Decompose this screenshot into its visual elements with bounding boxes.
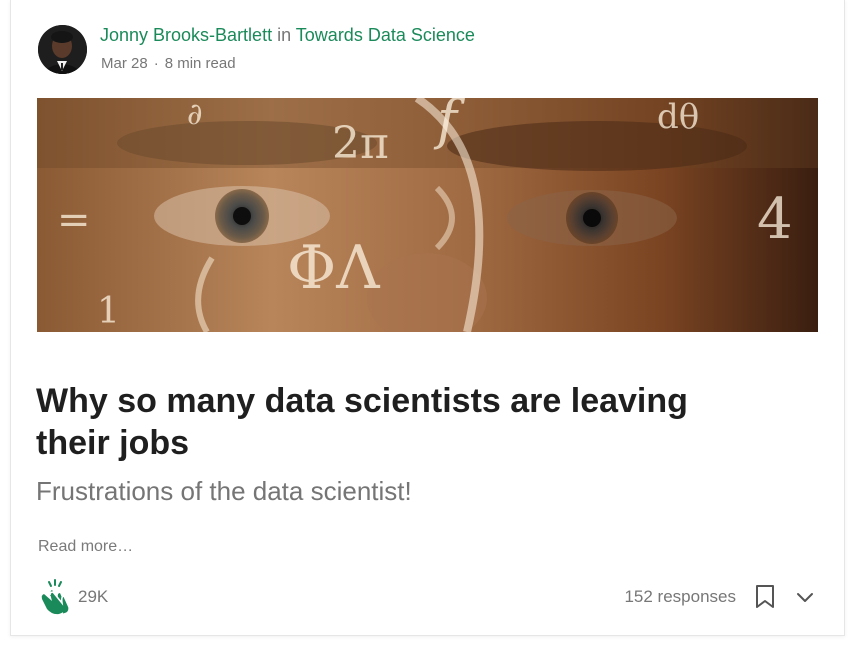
publication-link[interactable]: Towards Data Science (295, 25, 475, 45)
hero-image[interactable]: 2π ΦΛ 4 = ∂ f dθ 1 (37, 98, 818, 332)
meta-separator: · (153, 55, 159, 72)
post-meta: Mar 28 · 8 min read (101, 54, 236, 74)
author-avatar[interactable] (38, 25, 87, 74)
clap-hands-icon[interactable] (38, 579, 72, 615)
post-card: Jonny Brooks-Bartlett in Towards Data Sc… (10, 0, 845, 636)
in-label: in (277, 25, 292, 45)
responses-link[interactable]: 152 responses (624, 587, 736, 606)
svg-text:1: 1 (97, 291, 120, 332)
svg-text:2π: 2π (332, 118, 389, 169)
svg-text:ΦΛ: ΦΛ (287, 233, 380, 303)
svg-text:=: = (57, 197, 91, 243)
post-date: Mar 28 (101, 55, 148, 72)
post-title[interactable]: Why so many data scientists are leaving … (36, 382, 688, 462)
svg-text:4: 4 (757, 187, 793, 252)
bookmark-icon[interactable] (754, 584, 776, 610)
clap-count: 29K (78, 587, 109, 606)
svg-text:dθ: dθ (657, 98, 699, 137)
author-name-link[interactable]: Jonny Brooks-Bartlett (100, 25, 273, 45)
svg-text:∂: ∂ (187, 98, 203, 132)
chevron-down-icon[interactable] (794, 586, 816, 608)
author-line: Jonny Brooks-Bartlett in Towards Data Sc… (100, 23, 475, 47)
post-subtitle: Frustrations of the data scientist! (36, 476, 412, 506)
read-more-link[interactable]: Read more… (38, 538, 134, 555)
read-time: 8 min read (164, 55, 236, 72)
